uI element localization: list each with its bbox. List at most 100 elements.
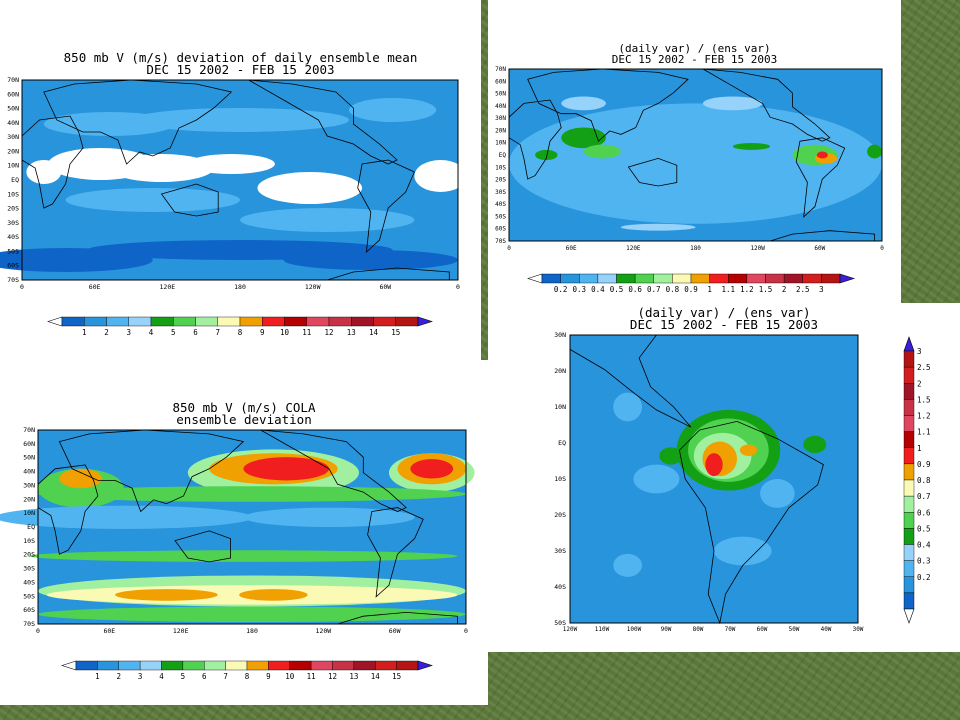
colorbar-label: 7 [215, 328, 220, 337]
contour-region [732, 142, 771, 150]
colorbar-swatch [139, 660, 162, 671]
colorbar-swatch [182, 660, 205, 671]
colorbar-label: 10 [285, 672, 295, 681]
colorbar-label: 9 [260, 328, 265, 337]
colorbar-swatch [709, 273, 729, 284]
colorbar-end-high [839, 273, 855, 284]
contour-region [414, 160, 467, 192]
colorbar-swatch [903, 544, 915, 561]
colorbar-label: 1.5 [917, 395, 931, 404]
colorbar-swatch [351, 316, 374, 327]
map-frame [21, 79, 459, 281]
contour-region [714, 536, 772, 566]
colorbar-end-high [417, 316, 433, 327]
colorbar-swatch [903, 431, 915, 448]
colorbar-label: 6 [202, 672, 207, 681]
coastline [327, 267, 450, 281]
colorbar-swatch [195, 316, 218, 327]
colorbar-label: 0.6 [917, 508, 931, 517]
coastline [795, 137, 846, 218]
colorbar-swatch [289, 660, 312, 671]
contour-region [705, 453, 723, 477]
colorbar-wind: 1 2 3 4 5 6 7 8 9 10 11 12 13 14 15 [61, 660, 433, 681]
colorbar-swatch [903, 528, 915, 545]
lat-tick-label: 60S [495, 226, 506, 233]
colorbar-label: 3 [917, 347, 922, 356]
colorbar-label: 0.3 [572, 285, 586, 294]
lat-tick-label: 20S [554, 511, 566, 519]
lon-tick-label: 60E [566, 245, 577, 252]
lon-tick-label: 120E [626, 245, 641, 252]
contour-region [561, 96, 606, 111]
contour-region [38, 486, 466, 502]
coastline [43, 79, 233, 165]
colorbar-label: 0.3 [917, 557, 931, 566]
colorbar-swatch [579, 273, 599, 284]
lat-tick-label: 10N [495, 140, 506, 147]
panel-subtitle: DEC 15 2002 - FEB 15 2003 [629, 317, 819, 332]
contour-region [535, 149, 558, 161]
lat-tick-label: 10S [7, 190, 19, 198]
lon-tick-label: 120W [305, 283, 321, 291]
colorbar-label: 0.9 [917, 460, 931, 469]
colorbar-label: 11 [307, 672, 316, 681]
lon-tick-label: 0 [880, 245, 884, 252]
lon-tick-label: 50W [789, 626, 800, 633]
global-map-variance-ratio: 70N 60N 50N 40N 30N 20N 10N EQ 10S 20S 30S 40S 50S 60… [495, 66, 884, 252]
colorbar-swatch [903, 592, 915, 610]
lat-tick-label: 50N [23, 454, 35, 462]
colorbar-swatch [332, 660, 355, 671]
coastline [527, 68, 689, 142]
colorbar-label: 0.9 [684, 285, 698, 294]
colorbar-swatch [353, 660, 376, 671]
lon-tick-label: 60W [389, 627, 401, 635]
colorbar-label: 7 [223, 672, 228, 681]
coastline [160, 183, 219, 217]
colorbar-swatch [150, 316, 174, 327]
panel-title: (daily var) / (ens var) [637, 305, 811, 320]
lat-tick-label: 60S [23, 606, 35, 614]
colorbar-swatch [310, 660, 333, 671]
colorbar-swatch [903, 479, 915, 497]
colorbar-label: 2 [104, 328, 109, 337]
colorbar-label: 11 [302, 328, 311, 337]
contour-region [739, 444, 758, 456]
colorbar-label: 12 [328, 672, 337, 681]
lat-tick-label: EQ [499, 152, 507, 159]
colorbar-label: 0.5 [917, 524, 931, 533]
colorbar-swatch [204, 660, 226, 671]
lat-tick-label: 30S [554, 547, 566, 555]
colorbar-label: 4 [159, 672, 164, 681]
colorbar-swatch [903, 447, 915, 465]
colorbar-swatch [783, 273, 803, 284]
colorbar-swatch [328, 316, 352, 327]
colorbar-swatch [225, 660, 248, 671]
lat-tick-label: 10S [23, 537, 35, 545]
lon-tick-label: 0 [20, 283, 24, 291]
colorbar-swatch [246, 660, 269, 671]
lat-tick-label: 10N [7, 162, 19, 170]
contour-region [59, 468, 103, 489]
colorbar-swatch [118, 660, 141, 671]
contour-region [38, 606, 466, 623]
colorbar-label: 15 [391, 328, 400, 337]
coastline [58, 429, 245, 513]
colorbar-swatch [903, 350, 915, 368]
lat-tick-label: EQ [11, 176, 19, 184]
colorbar-swatch [728, 273, 748, 284]
contour-region [613, 553, 642, 577]
lat-tick-label: 70N [23, 426, 35, 434]
colorbar-label: 6 [193, 328, 198, 337]
lat-tick-label: 50N [7, 105, 19, 113]
panel-variance-ratio-global: (daily var) / (ens var) DEC 15 2002 - FE… [488, 0, 901, 303]
lat-tick-label: 30N [495, 115, 506, 122]
contour-region [803, 435, 827, 454]
colorbar-label: 1.1 [917, 428, 931, 437]
colorbar-swatch [217, 316, 241, 327]
contour-region [115, 589, 218, 601]
lat-tick-label: 70S [23, 620, 35, 628]
colorbar-swatch [903, 512, 915, 529]
colorbar-label: 10 [280, 328, 290, 337]
colorbar-label: 0.2 [917, 573, 931, 582]
